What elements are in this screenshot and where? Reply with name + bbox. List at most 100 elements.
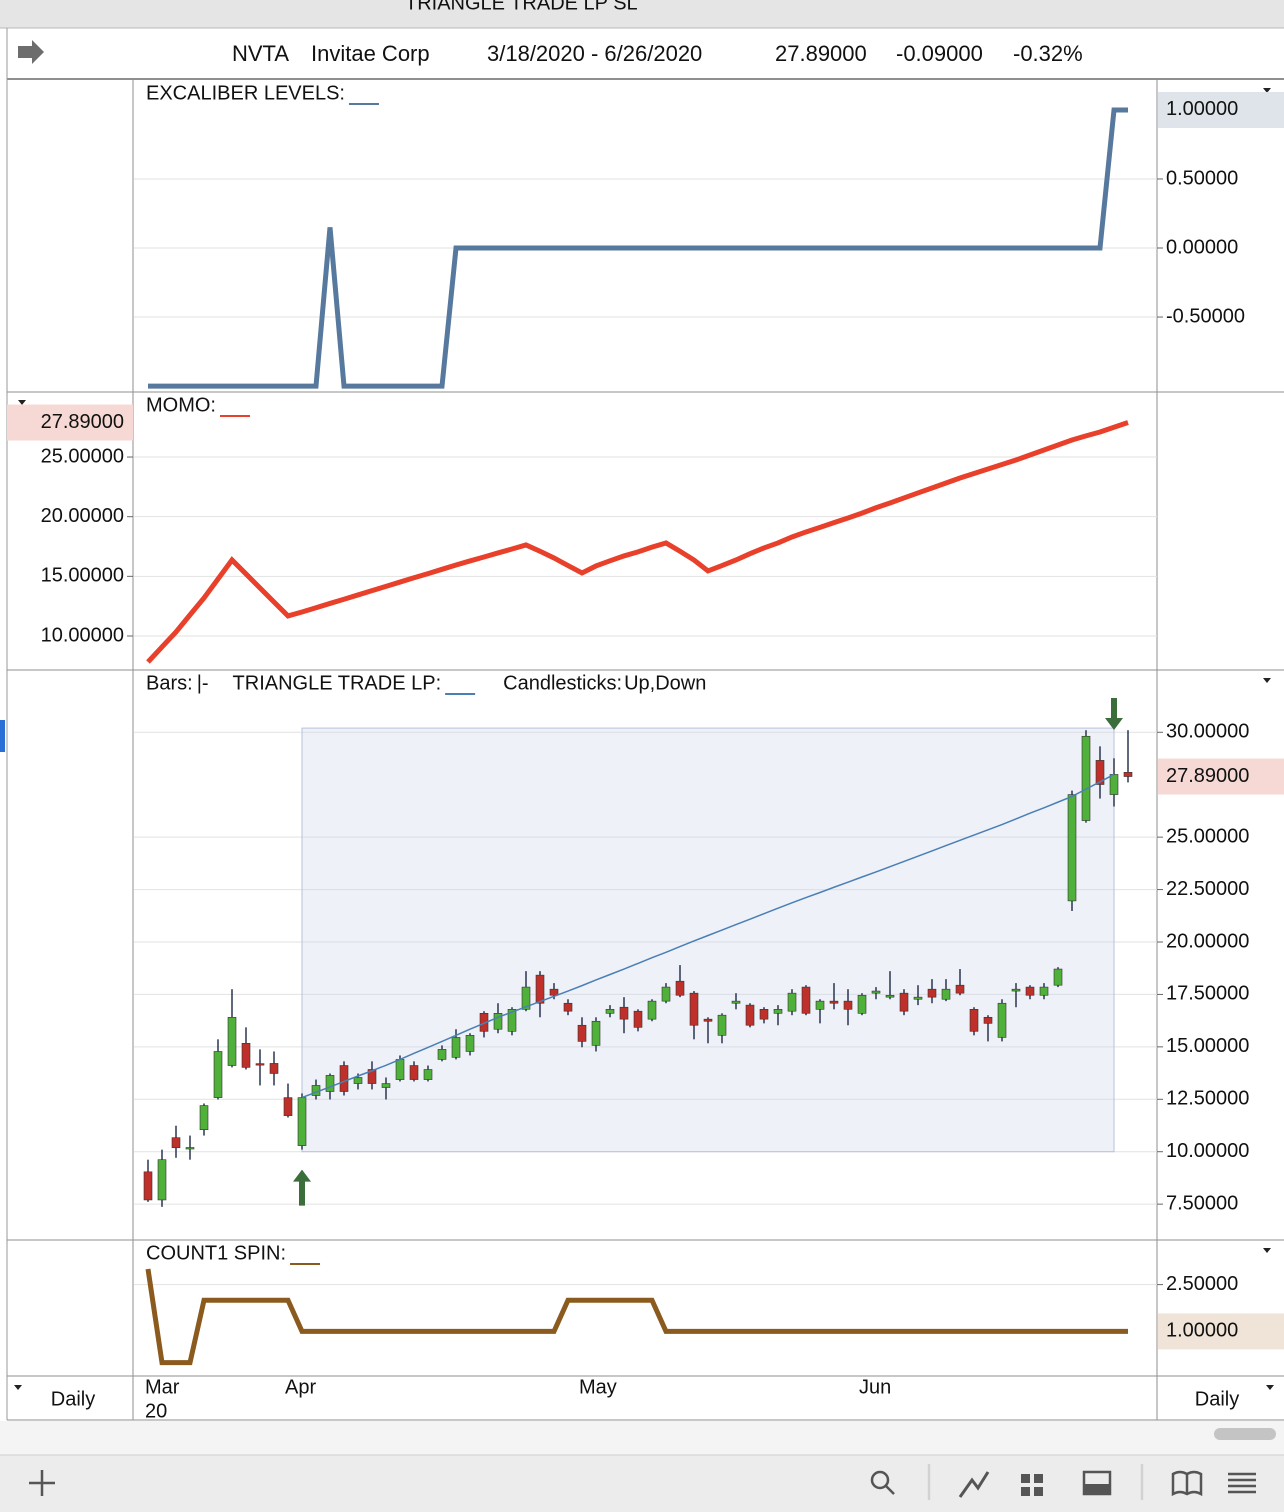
scrollbar-track[interactable] xyxy=(0,1421,1284,1455)
candle-body xyxy=(675,980,685,996)
x-tick-label: May xyxy=(579,1376,617,1398)
chart-type-button[interactable] xyxy=(958,1471,990,1498)
interval-menu[interactable] xyxy=(14,1385,22,1390)
candle-body xyxy=(927,988,937,998)
menu-button[interactable] xyxy=(1228,1472,1256,1494)
legend-label: EXCALIBER LEVELS: xyxy=(146,82,345,104)
y-tick-label: 20.00000 xyxy=(41,505,124,527)
candle-body xyxy=(437,1049,447,1060)
panel-menu[interactable] xyxy=(18,400,26,405)
candle-body xyxy=(1053,968,1063,986)
y-tick-label: -0.50000 xyxy=(1166,305,1245,327)
candle-body xyxy=(227,1016,237,1066)
y-tick-label: 2.50000 xyxy=(1166,1273,1238,1295)
candle-body xyxy=(731,1000,741,1004)
interval-label[interactable]: Daily xyxy=(1195,1388,1239,1410)
candle-body xyxy=(801,986,811,1014)
interval-label[interactable]: Daily xyxy=(51,1388,95,1410)
candle-body xyxy=(787,992,797,1012)
zoom-button[interactable] xyxy=(870,1470,890,1490)
title-bar xyxy=(0,0,1284,28)
layout-button[interactable] xyxy=(1021,1474,1043,1496)
candle-body xyxy=(409,1065,419,1080)
price-change: -0.09000 xyxy=(896,41,983,66)
legend-label: Candlesticks: xyxy=(503,672,622,694)
panel-menu[interactable] xyxy=(1263,1248,1271,1253)
candle-body xyxy=(633,1010,643,1028)
candle-body xyxy=(759,1009,769,1020)
candle-body xyxy=(381,1083,391,1088)
company-name: Invitae Corp xyxy=(311,41,430,66)
candle-body xyxy=(1067,794,1077,902)
candle-body xyxy=(647,1000,657,1020)
candle-body xyxy=(213,1051,223,1098)
candle-body xyxy=(1123,772,1133,777)
candle-body xyxy=(325,1075,335,1092)
candle-body xyxy=(269,1063,279,1074)
panel-menu[interactable] xyxy=(1263,678,1271,683)
last-value-label: 27.89000 xyxy=(41,411,124,433)
window-title: TRIANGLE TRADE LP SL xyxy=(405,0,638,14)
candle-body xyxy=(171,1137,181,1149)
y-tick-label: 22.50000 xyxy=(1166,878,1249,900)
candle-body xyxy=(199,1105,209,1130)
candle-body xyxy=(941,988,951,1000)
series-line xyxy=(301,773,1115,1099)
candle-body xyxy=(969,1009,979,1032)
scrollbar-thumb[interactable] xyxy=(1214,1428,1276,1440)
candle-body xyxy=(143,1171,153,1201)
last-value-bg xyxy=(1158,1313,1284,1350)
candle-body xyxy=(619,1006,629,1020)
candle-body xyxy=(549,988,559,996)
panel-frame xyxy=(6,28,1284,1421)
candle-body xyxy=(591,1020,601,1046)
candle-body xyxy=(423,1069,433,1080)
toolbar xyxy=(0,1455,1284,1512)
candle-body xyxy=(157,1159,167,1201)
candle-body xyxy=(451,1037,461,1058)
interval-menu[interactable] xyxy=(1266,1385,1274,1390)
candle-body xyxy=(1011,988,1021,992)
candle-body xyxy=(297,1097,307,1146)
candle-body xyxy=(1081,735,1091,821)
x-tick-label: Jun xyxy=(859,1376,891,1398)
last-value-bg xyxy=(1158,758,1284,795)
candle-body xyxy=(871,990,881,994)
year-label: 20 xyxy=(145,1400,167,1422)
y-tick-label: 20.00000 xyxy=(1166,930,1249,952)
sell-signal xyxy=(1105,698,1123,730)
legend-label: COUNT1 SPIN: xyxy=(146,1242,286,1264)
legend-separator: , xyxy=(650,672,656,694)
y-tick-label: 25.00000 xyxy=(1166,825,1249,847)
last-value-bg xyxy=(1158,91,1284,128)
panel-menu[interactable] xyxy=(1263,88,1271,93)
add-button[interactable] xyxy=(29,1470,55,1496)
candle-body xyxy=(773,1009,783,1014)
y-tick-label: 7.50000 xyxy=(1166,1192,1238,1214)
nav-arrow[interactable] xyxy=(18,40,44,64)
candle-body xyxy=(521,986,531,1010)
candle-body xyxy=(745,1004,755,1026)
candle-body xyxy=(703,1018,713,1022)
candle-body xyxy=(241,1042,251,1068)
candle-body xyxy=(605,1009,615,1014)
side-marker xyxy=(0,720,5,752)
y-tick-label: 0.00000 xyxy=(1166,236,1238,258)
plot-area xyxy=(134,107,1157,1366)
legend-down: Down xyxy=(655,672,706,694)
y-tick-label: 15.00000 xyxy=(1166,1035,1249,1057)
notes-button[interactable] xyxy=(1171,1470,1203,1497)
candle-body xyxy=(885,994,895,998)
last-price: 27.89000 xyxy=(775,41,867,66)
highlight-zone xyxy=(301,727,1115,1153)
y-tick-label: 17.50000 xyxy=(1166,983,1249,1005)
candle-body xyxy=(717,1014,727,1036)
legend-label: Bars: xyxy=(146,672,193,694)
y-tick-label: 10.00000 xyxy=(41,624,124,646)
candle-body xyxy=(843,1000,853,1010)
candle-body xyxy=(997,1002,1007,1038)
candle-body xyxy=(283,1097,293,1116)
candle-body xyxy=(983,1016,993,1024)
candle-body xyxy=(255,1063,265,1066)
candle-body xyxy=(339,1065,349,1092)
